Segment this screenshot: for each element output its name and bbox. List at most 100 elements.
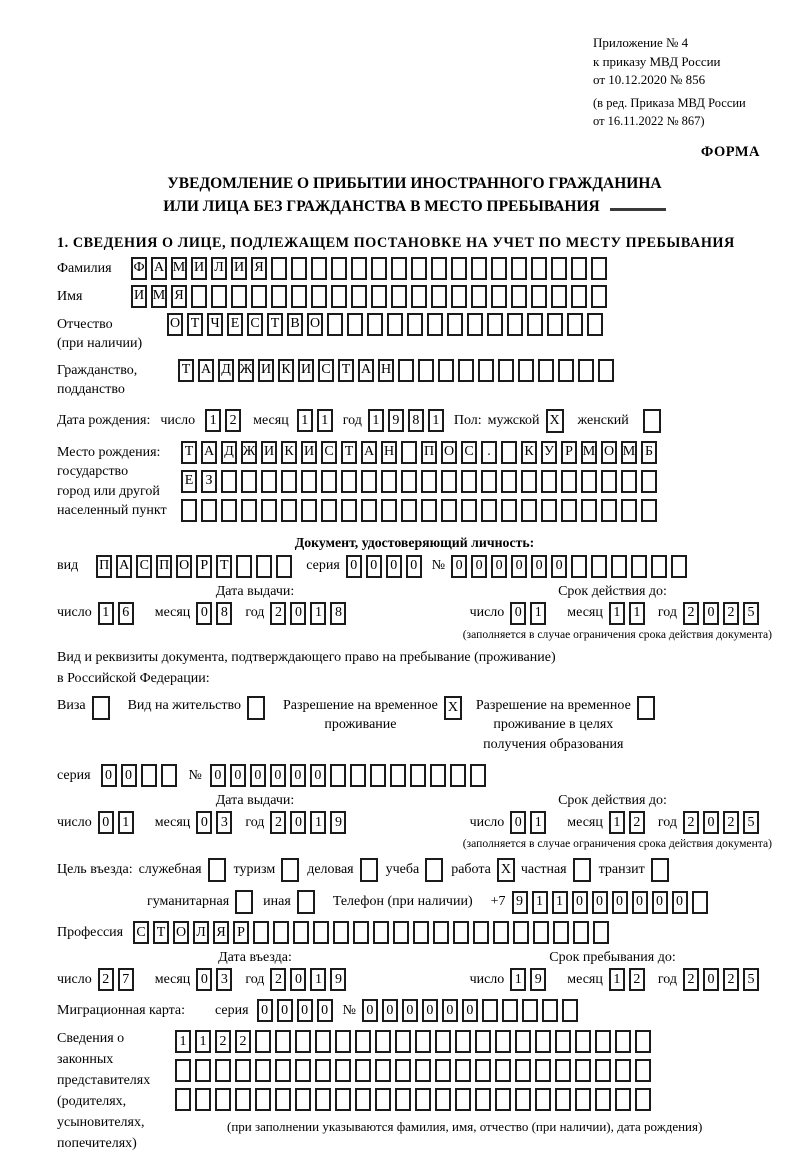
char-cell[interactable]: И <box>191 256 207 280</box>
char-cell[interactable] <box>535 1030 551 1053</box>
sex-female-checkbox[interactable] <box>642 408 661 433</box>
char-cell[interactable] <box>295 1088 311 1111</box>
char-cell[interactable]: 0 <box>510 811 527 834</box>
char-cell[interactable] <box>478 358 494 382</box>
char-cell[interactable] <box>581 469 597 493</box>
char-cell[interactable] <box>401 440 417 464</box>
char-cell[interactable] <box>575 1030 591 1053</box>
char-cell[interactable] <box>535 1088 551 1111</box>
char-cell[interactable] <box>507 312 523 336</box>
char-cell[interactable]: 0 <box>401 999 418 1022</box>
char-cell[interactable] <box>581 498 597 522</box>
char-cell[interactable] <box>395 1059 411 1082</box>
char-cell[interactable] <box>335 1088 351 1111</box>
char-cell[interactable] <box>471 256 487 280</box>
char-cell[interactable]: З <box>201 469 217 493</box>
char-cell[interactable] <box>311 284 327 308</box>
char-cell[interactable] <box>321 498 337 522</box>
char-cell[interactable] <box>241 498 257 522</box>
char-cell[interactable]: 2 <box>628 811 645 834</box>
char-cell[interactable] <box>451 284 467 308</box>
char-cell[interactable] <box>527 312 543 336</box>
char-cell[interactable] <box>301 469 317 493</box>
char-cell[interactable]: 2 <box>225 409 242 432</box>
char-cell[interactable] <box>553 921 569 944</box>
purpose-official-checkbox[interactable] <box>207 858 226 882</box>
char-cell[interactable]: Л <box>211 256 227 280</box>
char-cell[interactable] <box>341 469 357 493</box>
char-cell[interactable] <box>615 1030 631 1053</box>
char-cell[interactable] <box>351 256 367 280</box>
char-cell[interactable]: О <box>176 554 193 578</box>
char-cell[interactable] <box>381 469 397 493</box>
char-cell[interactable] <box>561 469 577 493</box>
char-cell[interactable]: Т <box>181 440 197 464</box>
char-cell[interactable]: 0 <box>120 764 137 787</box>
char-cell[interactable] <box>281 469 297 493</box>
char-cell[interactable] <box>601 469 617 493</box>
char-cell[interactable]: 1 <box>531 890 548 914</box>
char-cell[interactable] <box>321 469 337 493</box>
char-cell[interactable] <box>235 1088 251 1111</box>
char-cell[interactable] <box>275 1059 291 1082</box>
char-cell[interactable] <box>215 1059 231 1082</box>
char-cell[interactable] <box>333 921 349 944</box>
char-cell[interactable] <box>511 256 527 280</box>
char-cell[interactable]: Д <box>221 440 237 464</box>
char-cell[interactable] <box>515 1059 531 1082</box>
char-cell[interactable]: А <box>201 440 217 464</box>
char-cell[interactable] <box>441 498 457 522</box>
char-cell[interactable]: 0 <box>256 999 273 1022</box>
visa-checkbox[interactable] <box>91 695 110 720</box>
char-cell[interactable]: 1 <box>367 409 384 432</box>
char-cell[interactable]: 0 <box>651 890 668 914</box>
char-cell[interactable] <box>291 256 307 280</box>
char-cell[interactable] <box>271 284 287 308</box>
char-cell[interactable]: 0 <box>196 601 213 625</box>
char-cell[interactable]: 1 <box>608 601 625 625</box>
char-cell[interactable]: П <box>96 554 113 578</box>
char-cell[interactable] <box>211 284 227 308</box>
char-cell[interactable] <box>431 284 447 308</box>
char-cell[interactable]: К <box>521 440 537 464</box>
char-cell[interactable]: Р <box>196 554 213 578</box>
char-cell[interactable] <box>595 1088 611 1111</box>
char-cell[interactable] <box>140 764 157 787</box>
char-cell[interactable]: 0 <box>309 764 326 787</box>
char-cell[interactable] <box>521 999 538 1022</box>
char-cell[interactable] <box>615 1088 631 1111</box>
char-cell[interactable]: 0 <box>591 890 608 914</box>
char-cell[interactable]: 9 <box>330 968 347 991</box>
char-cell[interactable] <box>461 498 477 522</box>
char-cell[interactable] <box>407 312 423 336</box>
char-cell[interactable] <box>551 256 567 280</box>
char-cell[interactable]: О <box>167 312 183 336</box>
char-cell[interactable] <box>256 554 273 578</box>
char-cell[interactable]: Р <box>561 440 577 464</box>
char-cell[interactable]: 0 <box>385 554 402 578</box>
char-cell[interactable] <box>635 1059 651 1082</box>
char-cell[interactable]: 2 <box>270 968 287 991</box>
char-cell[interactable] <box>447 312 463 336</box>
purpose-tourism-checkbox[interactable] <box>281 858 300 882</box>
char-cell[interactable] <box>541 999 558 1022</box>
char-cell[interactable]: 9 <box>511 890 528 914</box>
char-cell[interactable]: И <box>261 440 277 464</box>
char-cell[interactable]: 1 <box>427 409 444 432</box>
char-cell[interactable] <box>433 921 449 944</box>
char-cell[interactable]: 0 <box>451 554 468 578</box>
char-cell[interactable]: 0 <box>461 999 478 1022</box>
purpose-other-checkbox[interactable] <box>296 890 315 914</box>
char-cell[interactable]: Л <box>193 921 209 944</box>
char-cell[interactable] <box>531 256 547 280</box>
char-cell[interactable]: А <box>151 256 167 280</box>
char-cell[interactable]: 8 <box>330 601 347 625</box>
char-cell[interactable] <box>481 999 498 1022</box>
char-cell[interactable]: Т <box>267 312 283 336</box>
char-cell[interactable]: 1 <box>628 601 645 625</box>
char-cell[interactable] <box>461 469 477 493</box>
char-cell[interactable]: К <box>281 440 297 464</box>
char-cell[interactable] <box>498 358 514 382</box>
char-cell[interactable] <box>475 1030 491 1053</box>
char-cell[interactable]: 8 <box>407 409 424 432</box>
